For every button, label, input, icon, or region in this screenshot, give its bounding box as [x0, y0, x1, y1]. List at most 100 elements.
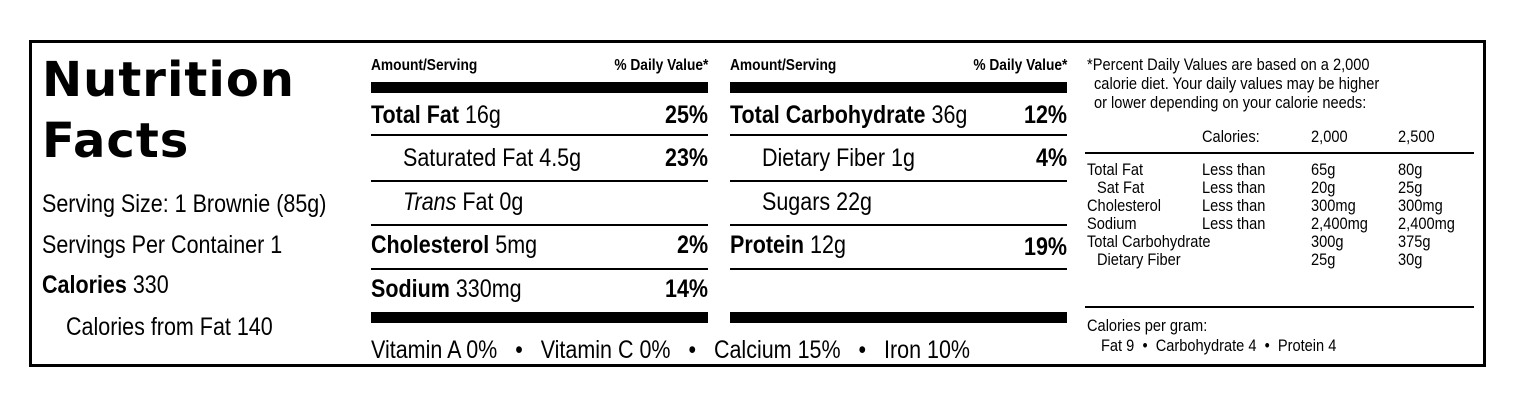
vitamin-c: Vitamin C 0%: [540, 336, 671, 364]
dv-value-2000: 65g: [1311, 160, 1336, 179]
row-divider: [371, 134, 708, 136]
sodium-label: Sodium: [371, 275, 450, 303]
bullet-separator: •: [688, 336, 697, 364]
protein-dv: 19%: [1023, 233, 1067, 261]
trans-fat-amount: Fat 0g: [462, 188, 524, 216]
dv-limit: Less than: [1202, 196, 1266, 215]
row-divider: [371, 224, 708, 226]
bullet-separator: •: [1142, 336, 1148, 355]
calcium: Calcium 15%: [713, 336, 841, 364]
dv-nutrient: Sat Fat: [1097, 178, 1145, 197]
title-line-1: Nutrition: [42, 52, 295, 108]
total-fat-dv: 25%: [664, 101, 708, 129]
saturated-fat-label: Saturated Fat: [403, 144, 534, 172]
row-divider: [371, 180, 708, 182]
row-total-fat: Total Fat 16g: [371, 101, 522, 130]
protein-per-gram: Protein 4: [1277, 336, 1337, 355]
iron: Iron 10%: [883, 336, 971, 364]
vitamin-a: Vitamin A 0%: [371, 336, 498, 364]
dv-value-2500: 30g: [1398, 250, 1423, 269]
dv-nutrient: Total Carbohydrate: [1087, 232, 1211, 251]
calories-label: Calories: [42, 271, 127, 299]
dv-nutrient: Sodium: [1087, 214, 1137, 233]
row-cholesterol: Cholesterol 5mg: [371, 231, 564, 260]
sugars-label: Sugars: [762, 188, 831, 216]
dv-value-2500: 300mg: [1398, 196, 1443, 215]
calories-per-gram-values: Fat 9 • Carbohydrate 4 • Protein 4: [1101, 337, 1336, 355]
dv-value-2000: 2,400mg: [1311, 214, 1368, 233]
row-divider: [371, 268, 708, 270]
dv-table-header-calories: Calories:: [1202, 127, 1260, 146]
dv-nutrient: Total Fat: [1087, 160, 1144, 179]
cholesterol-label: Cholesterol: [371, 231, 490, 259]
trans-label: Trans: [403, 188, 457, 216]
row-protein: Protein 12g: [730, 231, 865, 260]
col2-amount-header: Amount/Serving: [730, 57, 837, 74]
row-divider: [730, 180, 1067, 182]
row-saturated-fat: Saturated Fat 4.5g: [403, 144, 610, 173]
dv-value-2000: 300mg: [1311, 196, 1356, 215]
row-trans-fat: Trans Fat 0g: [403, 188, 543, 217]
dv-value-2500: 25g: [1398, 178, 1423, 197]
col1-header-rule: [371, 82, 708, 93]
col1-amount-header: Amount/Serving: [371, 57, 478, 74]
fat-per-gram: Fat 9: [1101, 336, 1135, 355]
protein-label: Protein: [730, 231, 805, 259]
total-carbohydrate-dv: 12%: [1023, 101, 1067, 129]
dv-value-2500: 2,400mg: [1398, 214, 1455, 233]
calories-from-fat: Calories from Fat 140: [66, 313, 273, 341]
sugars-amount: 22g: [836, 188, 872, 216]
dv-limit: Less than: [1202, 160, 1266, 179]
bullet-separator: •: [515, 336, 523, 364]
servings-per-container: Servings Per Container 1: [42, 231, 283, 259]
dv-table-header-2000: 2,000: [1311, 127, 1348, 146]
total-fat-amount: 16g: [464, 101, 501, 129]
saturated-fat-amount: 4.5g: [539, 144, 582, 172]
dv-nutrient: Dietary Fiber: [1097, 250, 1181, 269]
col2-header-rule: [730, 82, 1067, 93]
dv-nutrient: Cholesterol: [1087, 196, 1161, 215]
dv-value-2500: 375g: [1398, 232, 1431, 251]
dv-value-2000: 25g: [1311, 250, 1336, 269]
bullet-separator: •: [1264, 336, 1270, 355]
col1-bottom-rule: [371, 312, 708, 323]
col2-dv-header: % Daily Value*: [972, 57, 1067, 74]
vitamins-line: Vitamin A 0% • Vitamin C 0% • Calcium 15…: [371, 336, 1068, 365]
serving-size: Serving Size: 1 Brownie (85g): [42, 190, 327, 218]
row-divider: [730, 268, 1067, 270]
sodium-dv: 14%: [664, 275, 708, 303]
dietary-fiber-dv: 4%: [1035, 144, 1067, 172]
calories-value: 330: [132, 271, 169, 299]
dv-limit: Less than: [1202, 214, 1266, 233]
dv-value-2000: 20g: [1311, 178, 1336, 197]
row-dietary-fiber: Dietary Fiber 1g: [762, 144, 940, 173]
calories-per-gram-label: Calories per gram:: [1087, 316, 1208, 335]
protein-amount: 12g: [810, 231, 846, 259]
dv-value-2500: 80g: [1398, 160, 1423, 179]
saturated-fat-dv: 23%: [664, 144, 708, 172]
footnote-line-2: calorie diet. Your daily values may be h…: [1094, 74, 1380, 93]
dv-value-2000: 300g: [1311, 232, 1344, 251]
row-sodium: Sodium 330mg: [371, 275, 546, 304]
dietary-fiber-label: Dietary Fiber: [762, 144, 886, 172]
dv-table-header-2500: 2,500: [1398, 127, 1435, 146]
row-sugars: Sugars 22g: [762, 188, 890, 217]
total-fat-label: Total Fat: [371, 101, 459, 129]
col2-bottom-rule: [730, 312, 1067, 323]
dv-table-header-rule: [1085, 152, 1474, 154]
nutrition-label-border: [29, 40, 1486, 367]
carbohydrate-per-gram: Carbohydrate 4: [1155, 336, 1257, 355]
footnote-line-1: *Percent Daily Values are based on a 2,0…: [1087, 55, 1370, 74]
dietary-fiber-amount: 1g: [891, 144, 915, 172]
row-divider: [730, 134, 1067, 136]
dv-limit: Less than: [1202, 178, 1266, 197]
row-divider: [730, 224, 1067, 226]
title-line-2: Facts: [42, 113, 190, 169]
footnote-line-3: or lower depending on your calorie needs…: [1094, 93, 1367, 112]
dv-table-bottom-rule: [1085, 306, 1474, 308]
row-total-carbohydrate: Total Carbohydrate 36g: [730, 101, 1006, 130]
total-carbohydrate-amount: 36g: [931, 101, 968, 129]
cholesterol-amount: 5mg: [495, 231, 538, 259]
col1-dv-header: % Daily Value*: [613, 57, 708, 74]
bullet-separator: •: [858, 336, 867, 364]
